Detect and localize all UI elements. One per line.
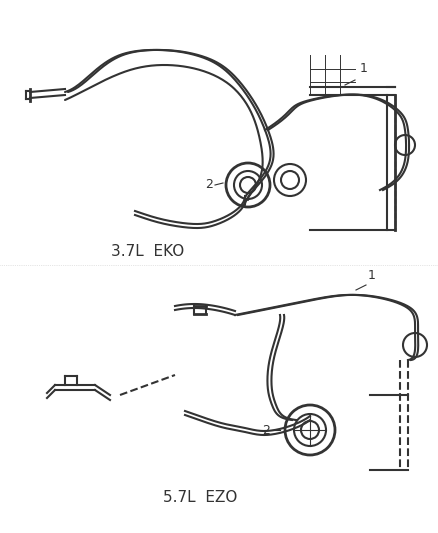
Text: 2: 2 xyxy=(205,179,213,191)
Text: 5.7L  EZO: 5.7L EZO xyxy=(163,490,237,505)
Text: 1: 1 xyxy=(360,62,368,75)
Text: 3.7L  EKO: 3.7L EKO xyxy=(111,245,185,260)
Text: 1: 1 xyxy=(368,269,376,282)
Text: 2: 2 xyxy=(262,424,270,437)
